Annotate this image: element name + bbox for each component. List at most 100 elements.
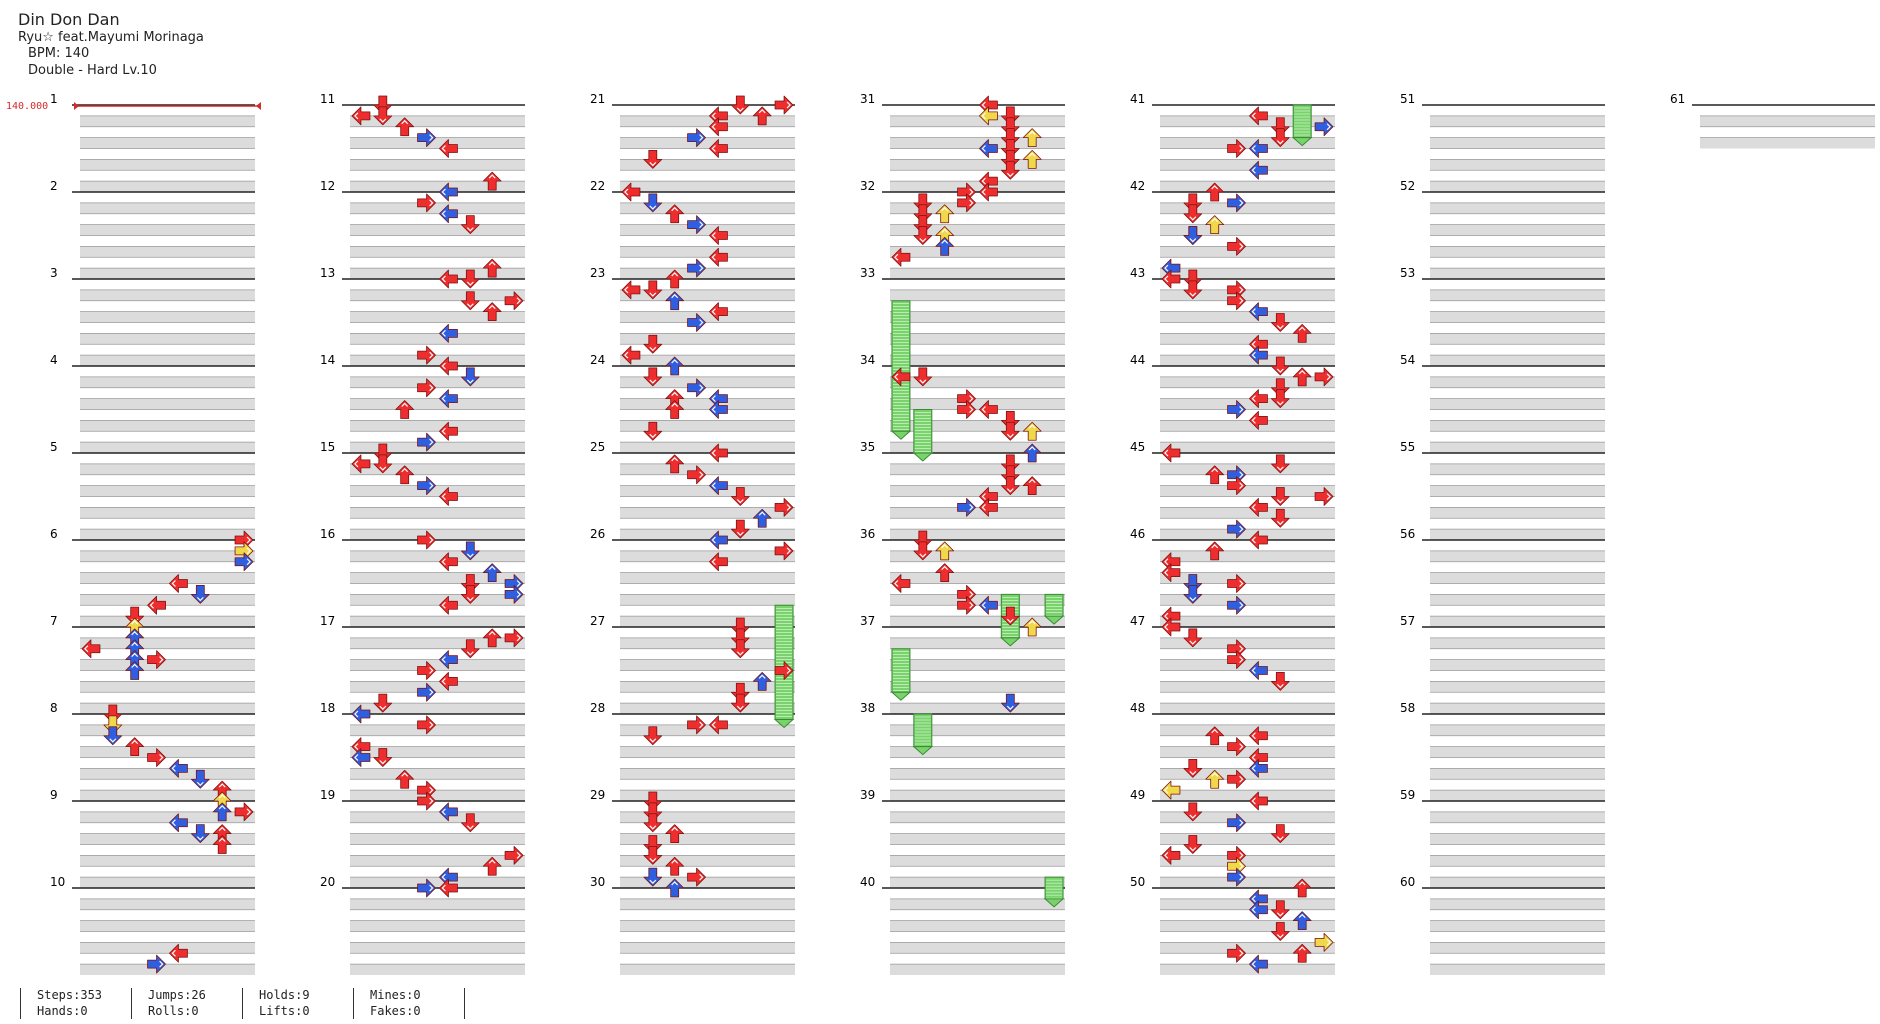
arrow-highlight bbox=[711, 112, 716, 120]
arrow-highlight bbox=[1326, 373, 1331, 381]
beat-band bbox=[350, 855, 525, 867]
arrow-shape bbox=[439, 269, 458, 289]
arrow-shape bbox=[1227, 737, 1246, 757]
arrow-shape bbox=[1000, 421, 1020, 441]
arrow-shape bbox=[687, 313, 706, 332]
note-arrow-down bbox=[460, 291, 480, 311]
arrow-shape bbox=[730, 693, 750, 713]
arrow-highlight bbox=[1164, 612, 1169, 620]
arrow-highlight bbox=[671, 272, 679, 277]
arrow-shape bbox=[709, 476, 728, 496]
arrow-highlight bbox=[671, 206, 679, 212]
arrow-highlight bbox=[981, 493, 986, 500]
measure-37: 37 bbox=[860, 614, 1065, 714]
note-arrow-right bbox=[1314, 487, 1334, 506]
arrow-highlight bbox=[379, 118, 387, 123]
beat-band bbox=[620, 877, 795, 888]
note-arrow-right bbox=[957, 595, 976, 615]
note-arrow-left bbox=[351, 704, 371, 724]
arrow-highlight bbox=[1251, 112, 1256, 120]
beat-band bbox=[890, 898, 1065, 910]
note-arrow-up bbox=[1022, 617, 1042, 637]
arrow-shape bbox=[1314, 932, 1334, 952]
arrow-shape bbox=[212, 802, 232, 822]
arrow-highlight bbox=[429, 667, 434, 674]
arrow-shape bbox=[460, 584, 480, 604]
arrow-shape bbox=[439, 421, 458, 441]
note-arrow-right bbox=[417, 791, 436, 811]
arrow-highlight bbox=[1239, 406, 1244, 413]
arrow-highlight bbox=[711, 308, 716, 316]
note-arrow-left bbox=[169, 574, 188, 593]
arrow-shape bbox=[643, 802, 663, 822]
note-arrow-left bbox=[1161, 845, 1181, 865]
measure-43: 43 bbox=[1130, 266, 1335, 366]
note-arrow-left bbox=[709, 552, 728, 572]
note-arrow-left bbox=[351, 748, 371, 767]
note-arrow-left bbox=[439, 487, 458, 506]
beat-band bbox=[80, 159, 255, 171]
measure-56: 56 bbox=[1400, 527, 1605, 627]
beat-band bbox=[890, 398, 1065, 410]
arrow-shape bbox=[979, 400, 998, 419]
beat-band bbox=[350, 137, 525, 149]
note-arrow-left bbox=[621, 345, 641, 365]
note-arrow-right bbox=[504, 584, 524, 604]
beat-band bbox=[1430, 637, 1605, 649]
measure-number: 5 bbox=[50, 440, 58, 454]
arrow-shape bbox=[1000, 139, 1020, 158]
note-arrow-right bbox=[417, 345, 436, 365]
note-arrow-left bbox=[81, 639, 101, 659]
beat-band bbox=[1430, 246, 1605, 258]
beat-band bbox=[890, 550, 1065, 562]
arrow-highlight bbox=[969, 503, 974, 511]
note-arrow-down bbox=[1270, 128, 1290, 148]
beat-band bbox=[80, 268, 255, 279]
beat-band bbox=[350, 964, 525, 975]
arrow-shape bbox=[1183, 193, 1203, 213]
arrow-highlight bbox=[109, 738, 117, 743]
note-arrow-left bbox=[1249, 530, 1268, 550]
arrow-shape bbox=[147, 954, 166, 974]
measure-40: 40 bbox=[860, 875, 1065, 975]
note-arrow-right bbox=[687, 465, 706, 485]
measure-number: 22 bbox=[590, 179, 605, 193]
song-bpm: BPM: 140 bbox=[28, 46, 90, 62]
stat-rolls: Rolls:0 bbox=[148, 1003, 199, 1018]
arrow-highlight bbox=[1251, 340, 1256, 348]
arrow-highlight bbox=[1298, 946, 1306, 951]
arrow-highlight bbox=[981, 601, 986, 609]
arrow-shape bbox=[913, 530, 933, 550]
note-arrow-left bbox=[1161, 617, 1181, 637]
note-arrow-left bbox=[1161, 780, 1181, 800]
hold-tail bbox=[890, 430, 912, 440]
arrow-highlight bbox=[131, 631, 139, 636]
note-arrow-down bbox=[460, 584, 480, 604]
arrow-highlight bbox=[1211, 544, 1219, 549]
note-arrow-left bbox=[169, 813, 188, 833]
beat-band bbox=[80, 920, 255, 932]
arrow-shape bbox=[1227, 769, 1246, 789]
note-arrow-up bbox=[935, 541, 955, 561]
beat-band bbox=[1430, 724, 1605, 736]
beat-band bbox=[620, 224, 795, 236]
arrow-shape bbox=[169, 813, 188, 833]
beat-band bbox=[1160, 311, 1335, 323]
hold-note bbox=[1291, 104, 1313, 147]
arrow-shape bbox=[687, 378, 706, 398]
beat-band bbox=[80, 311, 255, 323]
note-arrow-right bbox=[417, 432, 436, 452]
arrow-shape bbox=[665, 454, 685, 474]
note-arrow-down bbox=[643, 280, 663, 300]
arrow-shape bbox=[1000, 454, 1020, 474]
arrow-highlight bbox=[711, 406, 716, 413]
arrow-highlight bbox=[401, 119, 409, 125]
note-arrow-right bbox=[1227, 476, 1246, 496]
note-arrow-down bbox=[1000, 476, 1020, 496]
arrow-shape bbox=[395, 465, 415, 485]
arrow-highlight bbox=[1028, 446, 1036, 451]
beat-band bbox=[80, 463, 255, 475]
beat-band bbox=[80, 485, 255, 497]
note-arrow-right bbox=[1314, 367, 1334, 387]
arrow-highlight bbox=[429, 351, 434, 359]
